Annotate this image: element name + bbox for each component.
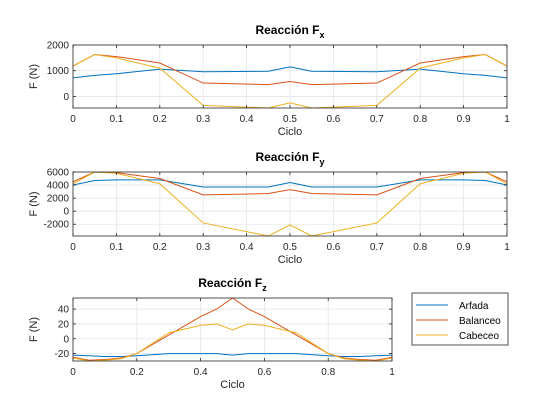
legend-label-arfada: Arfada bbox=[459, 301, 489, 312]
xtick-label-fx-4: 0.4 bbox=[240, 114, 254, 125]
subplot-fy: 0 0.1 0.2 0.3 0.4 0.5 0.6 0.7 0.8 0.9 1-2000020004… bbox=[28, 150, 510, 266]
xtick-label-fy-1: 0.1 bbox=[109, 242, 123, 253]
xtick-label-fx-5: 0.5 bbox=[283, 114, 297, 125]
xtick-label-fy-9: 0.9 bbox=[457, 242, 471, 253]
ytick-label-fy-0: -2000 bbox=[43, 220, 69, 231]
legend-label-balanceo: Balanceo bbox=[459, 316, 501, 327]
xtick-label-fx-8: 0.8 bbox=[413, 114, 427, 125]
xtick-label-fy-6: 0.6 bbox=[326, 242, 340, 253]
series-arfada-fz bbox=[73, 353, 392, 358]
ytick-label-fz-1: 0 bbox=[63, 334, 69, 345]
ylabel-fz: F (N) bbox=[28, 317, 40, 342]
title-main-fy: Reacción F bbox=[255, 150, 319, 164]
axes-box-fz bbox=[72, 297, 393, 362]
xtick-label-fz-5: 1 bbox=[389, 367, 395, 378]
xtick-label-fz-0: 0 bbox=[70, 367, 76, 378]
xtick-label-fx-9: 0.9 bbox=[457, 114, 471, 125]
xtick-label-fy-5: 0.5 bbox=[283, 242, 297, 253]
xtick-label-fy-3: 0.3 bbox=[196, 242, 210, 253]
xtick-label-fy-8: 0.8 bbox=[413, 242, 427, 253]
subplot-fx: 0 0.1 0.2 0.3 0.4 0.5 0.6 0.7 0.8 0.9 1 0 1000 2000 Ci… bbox=[28, 23, 510, 138]
ytick-label-fy-1: 0 bbox=[63, 207, 69, 218]
title-main-fx: Reacción F bbox=[255, 23, 319, 37]
legend-label-cabeceo: Cabeceo bbox=[459, 331, 499, 342]
title-fx: Reacción Fx bbox=[255, 23, 324, 40]
ytick-label-fx-2: 2000 bbox=[47, 41, 70, 52]
xtick-label-fx-2: 0.2 bbox=[153, 114, 167, 125]
xtick-label-fx-1: 0.1 bbox=[109, 114, 123, 125]
xtick-label-fy-0: 0 bbox=[70, 242, 76, 253]
ytick-label-fy-2: 2000 bbox=[47, 194, 70, 205]
ytick-label-fx-0: 0 bbox=[63, 92, 69, 103]
xtick-label-fz-1: 0.2 bbox=[130, 367, 144, 378]
legend-box bbox=[411, 292, 509, 346]
ytick-label-fz-3: 40 bbox=[58, 305, 70, 316]
series-balanceo-fx bbox=[73, 53, 507, 86]
series-cabeceo-fx bbox=[73, 53, 507, 108]
title-fy: Reacción Fy bbox=[255, 150, 324, 167]
ytick-label-fz-0: -20 bbox=[55, 349, 70, 360]
series-arfada-fy bbox=[73, 179, 507, 188]
ytick-label-fz-2: 20 bbox=[58, 319, 70, 330]
plots-group: 0 0.1 0.2 0.3 0.4 0.5 0.6 0.7 0.8 0.9 1010002000Ci… bbox=[28, 23, 510, 391]
series-group-fx bbox=[73, 53, 507, 108]
title-main-fz: Reacción F bbox=[198, 276, 262, 290]
xtick-label-fz-3: 0.6 bbox=[257, 367, 271, 378]
title-subscript-fy: y bbox=[320, 157, 325, 167]
title-subscript-fz: z bbox=[262, 283, 267, 293]
series-balanceo-fz bbox=[73, 298, 392, 361]
series-arfada-fx bbox=[73, 66, 507, 79]
ylabel-fx: F (N) bbox=[28, 64, 40, 89]
xlabel-fz: Ciclo bbox=[220, 379, 244, 391]
xtick-label-fx-6: 0.6 bbox=[326, 114, 340, 125]
ytick-label-fy-3: 4000 bbox=[47, 181, 70, 192]
xtick-label-fy-7: 0.7 bbox=[370, 242, 384, 253]
xtick-label-fx-3: 0.3 bbox=[196, 114, 210, 125]
legend: Arfada Balanceo Cabeceo bbox=[411, 292, 509, 346]
xlabel-fx: Ciclo bbox=[278, 126, 302, 138]
series-cabeceo-fz bbox=[73, 323, 392, 361]
title-subscript-fx: x bbox=[320, 30, 325, 40]
xtick-label-fy-2: 0.2 bbox=[153, 242, 167, 253]
ylabel-fy: F (N) bbox=[28, 191, 40, 216]
ytick-label-fy-4: 6000 bbox=[47, 168, 70, 179]
xtick-label-fx-0: 0 bbox=[70, 114, 76, 125]
xtick-label-fz-4: 0.8 bbox=[321, 367, 335, 378]
xtick-label-fx-10: 1 bbox=[504, 114, 510, 125]
xtick-label-fy-10: 1 bbox=[504, 242, 510, 253]
xtick-label-fy-4: 0.4 bbox=[240, 242, 254, 253]
xtick-label-fx-7: 0.7 bbox=[370, 114, 384, 125]
title-fz: Reacción Fz bbox=[198, 276, 267, 293]
xtick-label-fz-2: 0.4 bbox=[194, 367, 208, 378]
ytick-label-fx-1: 1000 bbox=[47, 66, 70, 77]
xlabel-fy: Ciclo bbox=[278, 254, 302, 266]
series-group-fz bbox=[73, 298, 392, 361]
